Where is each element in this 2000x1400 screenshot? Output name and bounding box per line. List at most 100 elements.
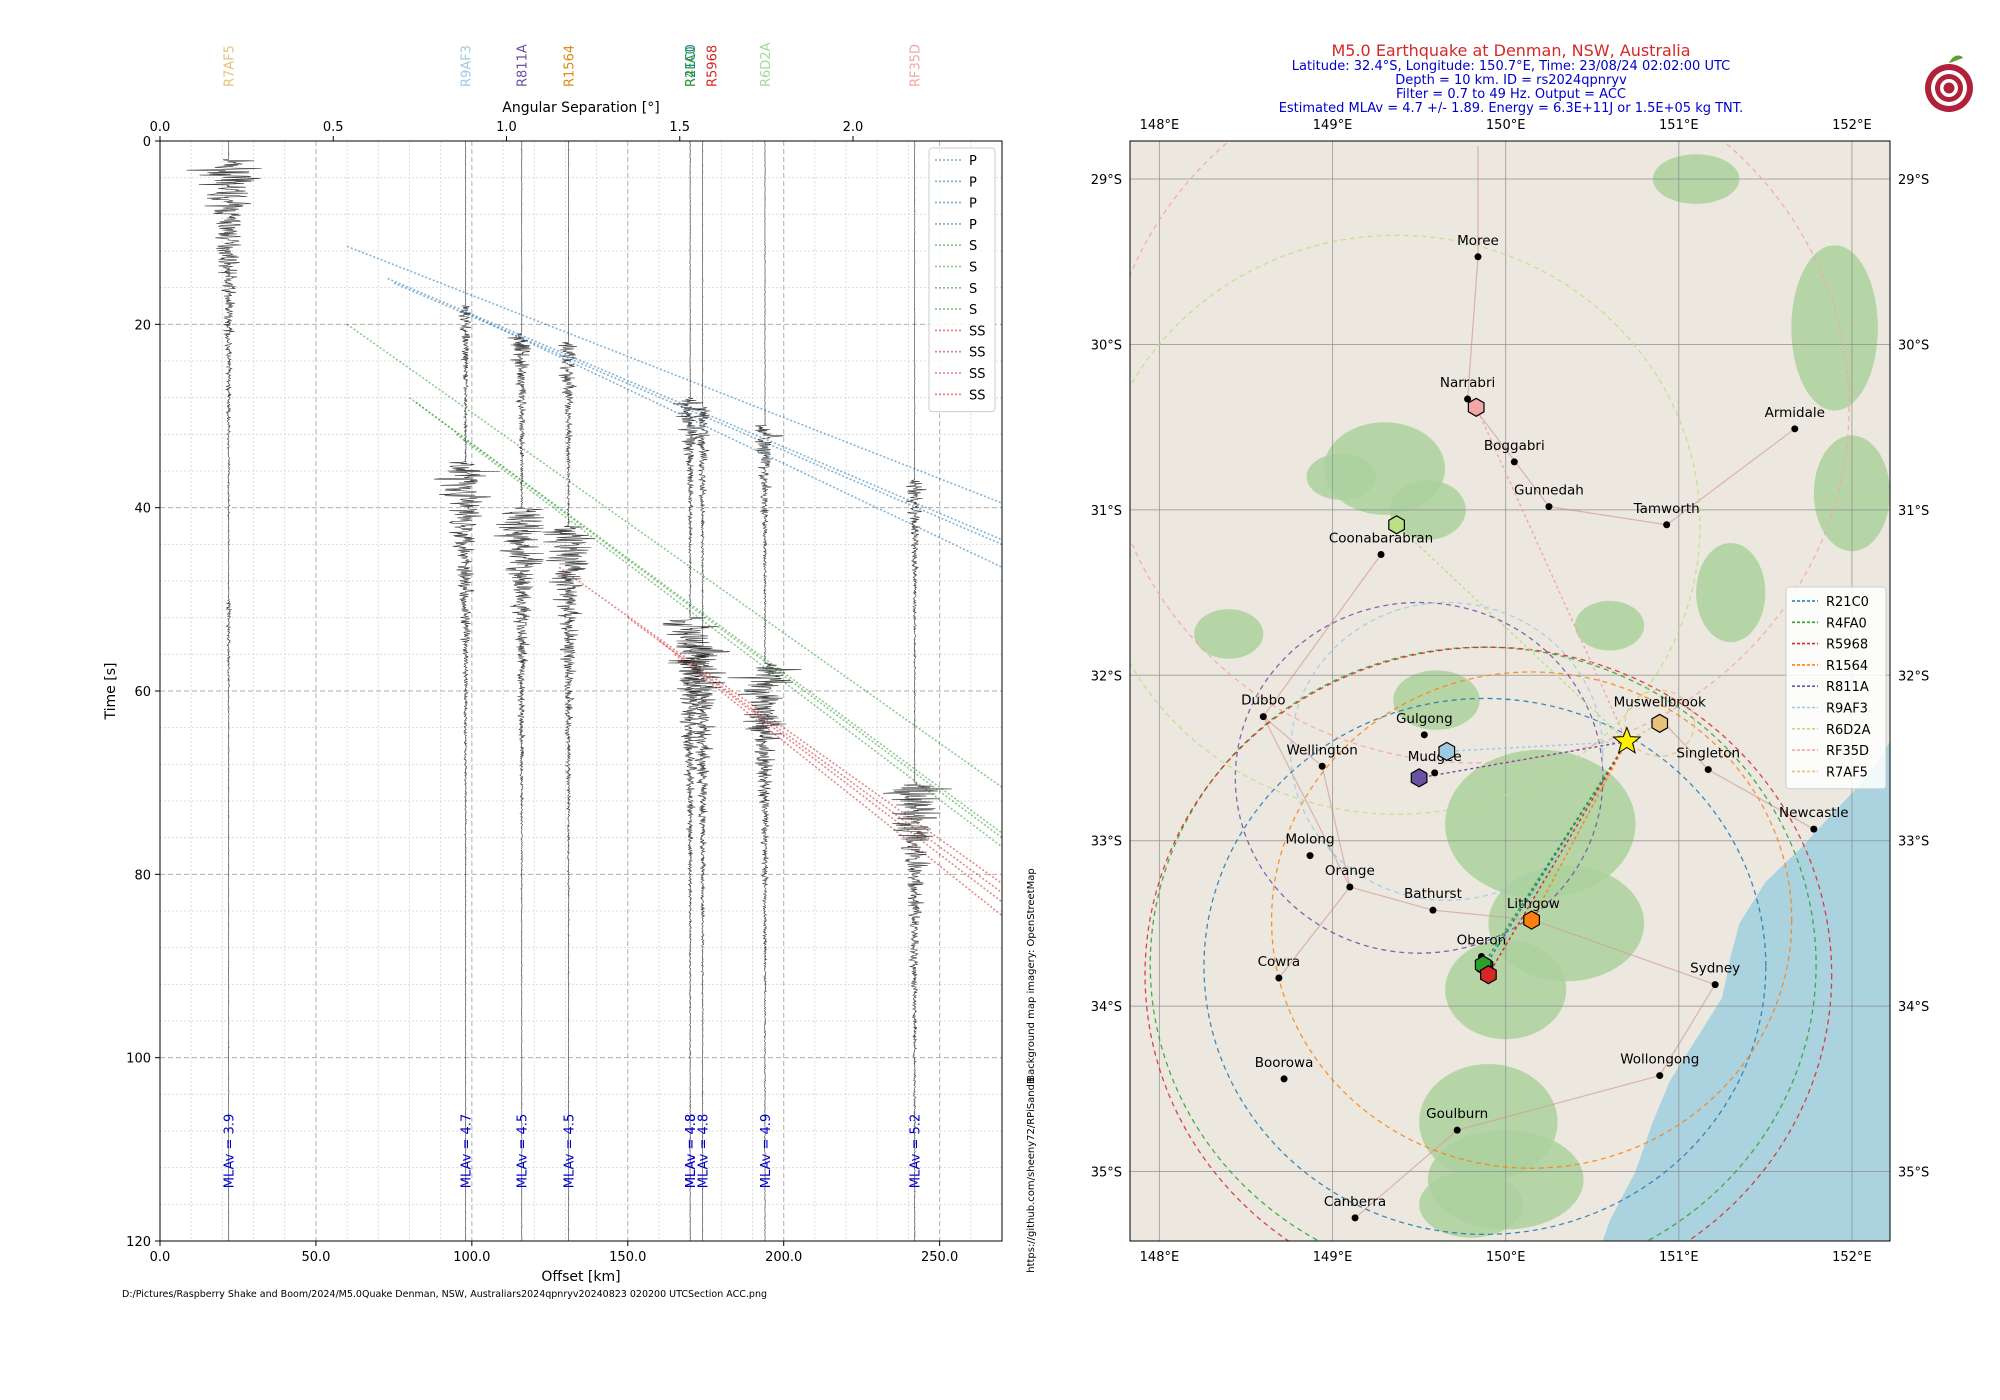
distance-circle-R6D2A <box>1130 234 1701 815</box>
city-label-dubbo: Dubbo <box>1241 693 1285 709</box>
lat-label-right: 31°S <box>1898 504 1929 519</box>
mlav-label-R6D2A: MLAv = 4.9 <box>759 1114 774 1188</box>
mlav-label-R9AF3: MLAv = 4.7 <box>460 1114 475 1188</box>
lat-label-right: 30°S <box>1898 338 1929 353</box>
lon-label-top: 152°E <box>1832 118 1872 133</box>
map-ticks: 148°E 148°E 149°E 149°E 150°E 150°E 151°E 151°E… <box>1091 118 1930 1265</box>
phase-curve-SS-11 <box>674 653 1002 917</box>
epicenter <box>1612 726 1642 754</box>
lon-label-bottom: 151°E <box>1659 1250 1699 1265</box>
map-subtitle-magnitude: Estimated MLAv = 4.7 +/- 1.89. Energy = … <box>1279 101 1744 116</box>
top-tick-label: 0.0 <box>150 120 171 135</box>
top-tick-label: 1.0 <box>496 120 517 135</box>
park-area-14 <box>1574 600 1645 651</box>
station-label-R9AF3: R9AF3 <box>460 45 475 87</box>
city-dot-gulgong <box>1420 731 1428 739</box>
city-label-canberra: Canberra <box>1324 1194 1386 1210</box>
station-label-R7AF5: R7AF5 <box>223 45 238 87</box>
map-imagery-credit: Background map imagery: OpenStreetMap <box>1026 868 1037 1081</box>
station-rays <box>1396 407 1661 976</box>
mlav-label-R21C0: MLAv = 4.8 <box>684 1114 699 1188</box>
x-tick-label: 250.0 <box>921 1250 958 1265</box>
trace-R7AF5 <box>186 141 262 1241</box>
top-axis-label: Angular Separation [°] <box>502 100 659 116</box>
station-marker-R5968 <box>1480 965 1497 985</box>
road-1 <box>1262 716 1716 986</box>
section-plot: MLAv = 3.9 MLAv = 4.7 MLAv = 4.5 MLAv = 4.5… <box>103 42 1037 1300</box>
trace-R6D2A <box>727 141 802 1241</box>
mlav-label-R4FA0: MLAv = 4.8 <box>684 1114 699 1188</box>
x-axis-label: Offset [km] <box>541 1269 620 1285</box>
lat-label-right: 35°S <box>1898 1166 1929 1181</box>
city-label-wellington: Wellington <box>1286 742 1357 758</box>
road-3 <box>1354 984 1716 1219</box>
map-legend-label-R6D2A: R6D2A <box>1826 723 1871 738</box>
file-path-footer: D:/Pictures/Raspberry Shake and Boom/202… <box>122 1289 767 1300</box>
legend-label-S-6: S <box>969 282 977 297</box>
x-tick-label: 100.0 <box>453 1250 490 1265</box>
lat-label-left: 34°S <box>1091 1000 1122 1015</box>
city-dot-goulburn <box>1453 1126 1461 1134</box>
city-label-cowra: Cowra <box>1258 954 1301 970</box>
distance-circle-R1564 <box>1270 671 1793 1169</box>
legend-label-S-4: S <box>969 239 977 254</box>
y-tick-label: 100 <box>126 1052 151 1067</box>
legend-label-P-3: P <box>969 218 977 233</box>
city-label-gulgong: Gulgong <box>1396 711 1453 727</box>
city-dot-mudgee <box>1431 769 1439 777</box>
lat-label-right: 33°S <box>1898 835 1929 850</box>
trace-RF35D <box>882 141 952 1241</box>
city-label-goulburn: Goulburn <box>1426 1106 1488 1122</box>
city-label-muswellbrook: Muswellbrook <box>1614 694 1706 710</box>
map-legend-label-R811A: R811A <box>1826 680 1869 695</box>
top-tick-label: 0.5 <box>323 120 344 135</box>
distance-circle-R5968 <box>1144 646 1833 1241</box>
city-label-tamworth: Tamworth <box>1633 501 1700 517</box>
lon-label-bottom: 148°E <box>1140 1250 1180 1265</box>
mlav-label-R1564: MLAv = 4.5 <box>563 1114 578 1188</box>
city-label-wollongong: Wollongong <box>1620 1052 1699 1068</box>
city-label-bathurst: Bathurst <box>1404 886 1462 902</box>
map-legend-label-R1564: R1564 <box>1826 659 1868 674</box>
city-dot-boorowa <box>1280 1075 1288 1083</box>
station-marker-R6D2A <box>1388 515 1405 535</box>
park-area-12 <box>1194 609 1264 659</box>
roads <box>1262 146 1815 1219</box>
city-dot-sydney <box>1711 981 1719 989</box>
city-dot-newcastle <box>1810 825 1818 833</box>
top-tick-label: 2.0 <box>843 120 864 135</box>
legend-label-S-5: S <box>969 261 977 276</box>
lat-label-left: 29°S <box>1091 173 1122 188</box>
lon-label-bottom: 149°E <box>1313 1250 1353 1265</box>
distance-circle-R9AF3 <box>1290 601 1604 901</box>
mlav-label-RF35D: MLAv = 5.2 <box>909 1114 924 1188</box>
city-label-molong: Molong <box>1286 832 1335 848</box>
trace-R1564 <box>542 141 595 1241</box>
map-subtitle-filter: Filter = 0.7 to 49 Hz. Output = ACC <box>1396 87 1626 102</box>
y-tick-label: 60 <box>134 685 151 700</box>
ray-RF35D <box>1475 407 1628 742</box>
lat-label-right: 34°S <box>1898 1000 1929 1015</box>
phase-curve-S-6 <box>415 401 1002 839</box>
map-title: M5.0 Earthquake at Denman, NSW, Australi… <box>1331 41 1690 60</box>
ray-R1564 <box>1531 741 1628 921</box>
city-label-singleton: Singleton <box>1676 746 1740 762</box>
phase-curve-S-4 <box>346 323 1002 788</box>
station-label-R21C0: R21C0 <box>684 44 699 87</box>
station-markers <box>1388 397 1669 985</box>
cities: Moree Narrabri Armidale Boggabri Gunnedah Tam… <box>1241 233 1849 1222</box>
trace-R5968 <box>668 141 730 1241</box>
x-tick-label: 150.0 <box>609 1250 646 1265</box>
city-label-coonabarabran: Coonabarabran <box>1329 531 1433 547</box>
lat-label-right: 32°S <box>1898 669 1929 684</box>
city-label-moree: Moree <box>1457 233 1499 249</box>
map-subtitle-location: Latitude: 32.4°S, Longitude: 150.7°E, Ti… <box>1292 59 1730 74</box>
city-dot-coonabarabran <box>1377 551 1385 559</box>
lat-label-right: 29°S <box>1898 173 1929 188</box>
ray-R4FA0 <box>1482 741 1628 966</box>
phase-curve-SS-8 <box>558 566 1002 885</box>
legend-label-P-1: P <box>969 175 977 190</box>
repo-credit: https://github.com/sheeny72/RPiSandB <box>1026 1077 1037 1273</box>
city-dot-cowra <box>1275 974 1283 982</box>
